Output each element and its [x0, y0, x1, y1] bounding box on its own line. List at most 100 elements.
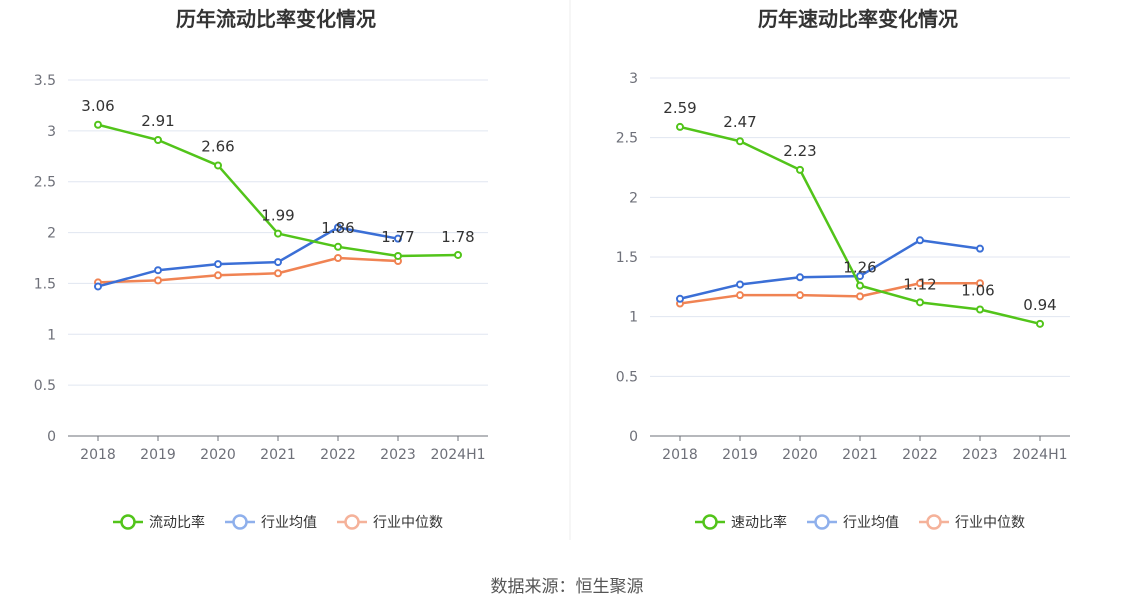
y-tick-label: 2.5	[616, 131, 638, 147]
series-line	[97, 226, 399, 288]
data-point	[976, 305, 984, 314]
data-point	[676, 122, 684, 131]
quick-ratio-chart: 历年速动比率变化情况 0 0.5 1 1.5 2 2.5 3 2018 2019 2020 2021 2…	[616, 7, 1070, 531]
data-point	[916, 298, 924, 307]
data-label: 2.91	[141, 112, 174, 130]
data-point	[916, 236, 924, 245]
data-point	[856, 292, 864, 301]
data-point	[454, 250, 462, 259]
data-point	[856, 272, 864, 281]
legend-label: 流动比率	[149, 514, 205, 531]
data-point	[1036, 319, 1044, 328]
x-tick-label: 2024H1	[1012, 447, 1067, 463]
x-tick-label: 2018	[662, 447, 698, 463]
data-point	[736, 280, 744, 289]
legend-item[interactable]: 流动比率	[113, 514, 205, 531]
data-point	[796, 165, 804, 174]
data-point	[94, 282, 102, 291]
y-tick-label: 0.5	[34, 378, 56, 394]
series-line	[679, 239, 981, 300]
data-label: 1.06	[961, 282, 994, 300]
data-label: 1.77	[381, 228, 414, 246]
data-label: 2.23	[783, 142, 816, 160]
series-line	[97, 256, 399, 284]
legend-marker	[814, 514, 830, 530]
legend-label: 行业均值	[843, 515, 899, 531]
data-label: 2.47	[723, 113, 756, 131]
legend-item[interactable]: 行业均值	[225, 514, 317, 531]
y-tick-label: 2	[629, 190, 638, 206]
data-point	[676, 294, 684, 303]
data-label: 1.12	[903, 275, 936, 293]
data-point	[154, 276, 162, 285]
legend-item[interactable]: 行业中位数	[337, 514, 443, 531]
data-point	[916, 279, 924, 288]
series-line	[679, 282, 980, 305]
data-point	[274, 229, 282, 238]
data-label: 1.78	[441, 228, 474, 246]
data-point	[94, 120, 102, 129]
y-tick-label: 1.5	[34, 276, 56, 292]
x-tick-label: 2019	[140, 447, 176, 463]
y-tick-label: 1	[47, 327, 56, 343]
data-label: 1.99	[261, 207, 294, 225]
data-point	[796, 273, 804, 282]
legend-marker	[702, 514, 718, 530]
data-point	[334, 223, 342, 232]
chart-title: 历年流动比率变化情况	[176, 7, 376, 31]
data-label: 3.06	[81, 97, 114, 115]
x-tick-label: 2020	[200, 447, 236, 463]
data-label: 2.59	[663, 99, 696, 117]
y-tick-label: 2.5	[34, 175, 56, 191]
y-tick-label: 3.5	[34, 73, 56, 89]
legend-marker	[232, 514, 248, 530]
data-point	[274, 269, 282, 278]
y-tick-label: 0	[47, 429, 56, 445]
data-point	[736, 291, 744, 300]
data-point	[334, 254, 342, 262]
data-point	[214, 260, 222, 269]
data-point	[274, 258, 282, 267]
x-tick-label: 2022	[902, 447, 938, 463]
data-point	[154, 136, 162, 145]
y-tick-label: 0	[629, 429, 638, 445]
data-point	[736, 137, 744, 146]
y-tick-label: 3	[47, 124, 56, 140]
x-tick-label: 2023	[962, 447, 998, 463]
data-point	[214, 161, 222, 170]
y-tick-label: 1.5	[616, 250, 638, 266]
data-point	[856, 281, 864, 290]
x-tick-label: 2018	[80, 447, 116, 463]
current-ratio-chart: 历年流动比率变化情况 0 0.5 1 1.5 2 2.5 3 3.5 2018 2019 2020 20…	[34, 7, 488, 531]
legend-marker	[926, 514, 942, 530]
x-tick-label: 2022	[320, 447, 356, 463]
x-tick-label: 2021	[260, 447, 296, 463]
legend-item[interactable]: 速动比率	[695, 514, 787, 531]
data-point	[976, 244, 984, 253]
y-tick-label: 0.5	[616, 369, 638, 385]
y-tick-label: 2	[47, 226, 56, 242]
data-point	[334, 242, 342, 251]
x-tick-label: 2020	[782, 447, 818, 463]
data-point	[214, 271, 222, 280]
data-label: 2.66	[201, 137, 234, 155]
x-tick-label: 2024H1	[430, 447, 485, 463]
x-tick-label: 2021	[842, 447, 878, 463]
legend-item[interactable]: 行业中位数	[919, 514, 1025, 531]
data-label: 1.26	[843, 259, 876, 277]
data-point	[976, 279, 984, 288]
data-point	[394, 251, 402, 260]
y-tick-label: 1	[629, 310, 638, 326]
legend-label: 行业中位数	[955, 515, 1025, 531]
x-tick-label: 2019	[722, 447, 758, 463]
legend-item[interactable]: 行业均值	[807, 514, 899, 531]
legend-label: 速动比率	[731, 514, 787, 531]
legend-marker	[120, 514, 136, 530]
x-tick-label: 2023	[380, 447, 416, 463]
legend-marker	[344, 514, 360, 530]
legend-label: 行业均值	[261, 515, 317, 531]
data-point	[394, 234, 402, 243]
data-point	[154, 266, 162, 275]
y-tick-label: 3	[629, 71, 638, 87]
